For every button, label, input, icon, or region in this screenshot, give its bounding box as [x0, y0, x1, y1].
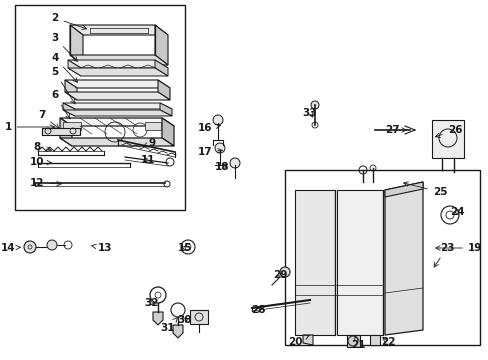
Bar — [190, 310, 207, 324]
Polygon shape — [70, 25, 168, 35]
Polygon shape — [173, 325, 183, 338]
Polygon shape — [155, 60, 168, 76]
Polygon shape — [346, 335, 359, 347]
Polygon shape — [431, 120, 463, 158]
Text: 22: 22 — [380, 337, 394, 347]
Polygon shape — [155, 25, 168, 65]
Text: 2: 2 — [51, 13, 86, 30]
Polygon shape — [70, 25, 83, 65]
Text: 6: 6 — [51, 90, 70, 119]
Text: 18: 18 — [214, 162, 229, 172]
Polygon shape — [70, 55, 168, 65]
Circle shape — [47, 240, 57, 250]
Polygon shape — [63, 110, 172, 116]
Bar — [285, 170, 479, 345]
Circle shape — [280, 267, 289, 277]
Text: 12: 12 — [30, 178, 61, 188]
Circle shape — [213, 115, 223, 125]
Text: 16: 16 — [197, 123, 220, 133]
Polygon shape — [160, 103, 172, 116]
Circle shape — [229, 158, 240, 168]
Text: 3: 3 — [51, 33, 77, 61]
Polygon shape — [158, 80, 170, 100]
Text: 29: 29 — [272, 270, 286, 280]
Text: 23: 23 — [433, 243, 453, 267]
Text: 19: 19 — [435, 243, 481, 253]
Bar — [145, 122, 161, 130]
Polygon shape — [336, 190, 382, 335]
Polygon shape — [369, 335, 379, 345]
Text: 13: 13 — [91, 243, 112, 253]
Polygon shape — [60, 138, 174, 146]
Polygon shape — [68, 60, 168, 68]
Circle shape — [24, 241, 36, 253]
Bar — [15, 5, 184, 210]
Text: 5: 5 — [51, 67, 75, 104]
Circle shape — [215, 143, 224, 153]
Text: 30: 30 — [177, 315, 192, 325]
Text: 24: 24 — [449, 207, 464, 217]
Text: 27: 27 — [384, 125, 406, 135]
Polygon shape — [42, 128, 80, 135]
Polygon shape — [303, 335, 312, 345]
Polygon shape — [68, 68, 168, 76]
Text: 26: 26 — [435, 125, 461, 138]
Polygon shape — [153, 312, 163, 325]
Polygon shape — [65, 80, 77, 100]
Text: 17: 17 — [197, 147, 222, 157]
Text: 10: 10 — [30, 157, 51, 167]
Text: 7: 7 — [38, 110, 59, 129]
Text: 15: 15 — [177, 243, 192, 253]
Polygon shape — [63, 103, 172, 109]
Text: 9: 9 — [142, 138, 155, 148]
Text: 31: 31 — [161, 318, 177, 333]
Text: 25: 25 — [403, 182, 447, 197]
Polygon shape — [384, 182, 422, 197]
Polygon shape — [162, 118, 174, 146]
Text: 11: 11 — [141, 155, 155, 165]
Polygon shape — [60, 118, 174, 126]
Circle shape — [310, 101, 318, 109]
Text: 33: 33 — [302, 108, 317, 118]
Text: 20: 20 — [287, 335, 308, 347]
Polygon shape — [63, 103, 75, 116]
Text: 21: 21 — [350, 336, 365, 350]
Text: 1: 1 — [4, 122, 54, 132]
Polygon shape — [65, 80, 170, 88]
Text: 28: 28 — [250, 305, 264, 315]
Polygon shape — [65, 92, 170, 100]
Polygon shape — [60, 118, 72, 146]
Polygon shape — [384, 182, 422, 335]
Text: 32: 32 — [144, 298, 159, 308]
Bar — [63, 122, 81, 130]
Polygon shape — [68, 60, 81, 76]
Text: 14: 14 — [0, 243, 21, 253]
Text: 8: 8 — [33, 142, 51, 152]
Text: 4: 4 — [51, 53, 77, 82]
Polygon shape — [294, 190, 334, 335]
